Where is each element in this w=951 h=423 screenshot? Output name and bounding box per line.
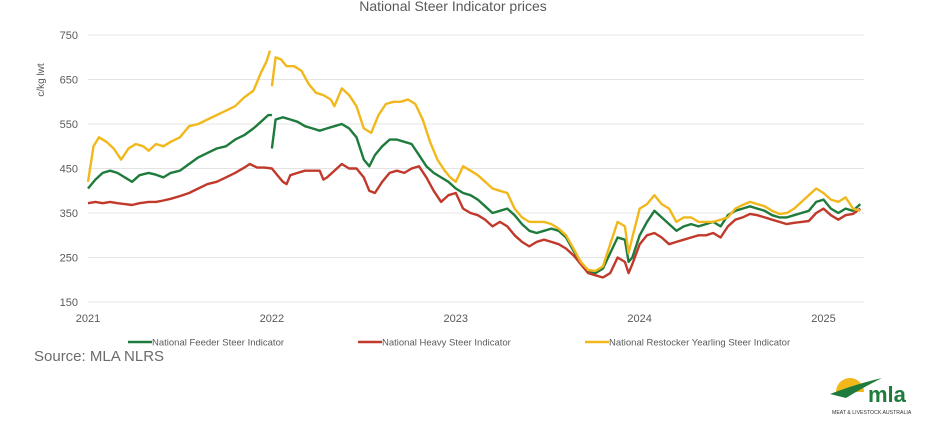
y-tick-label: 350: [60, 208, 78, 220]
series-line: [87, 162, 862, 279]
x-tick-label: 2023: [444, 313, 468, 325]
series-line: [87, 113, 272, 190]
legend-label: National Feeder Steer Indicator: [152, 338, 284, 349]
y-tick-label: 750: [60, 30, 78, 42]
gridlines: [88, 34, 864, 303]
x-tick-label: 2022: [260, 313, 284, 325]
y-tick-label: 150: [60, 297, 78, 309]
y-axis-ticks: 150 250 350 450 550 650 750: [60, 30, 78, 309]
y-tick-label: 250: [60, 253, 78, 265]
series-line: [86, 50, 272, 182]
y-axis-label: c/kg lwt: [36, 63, 47, 97]
logo-brand: mla: [868, 382, 907, 407]
mla-logo: mla MEAT & LIVESTOCK AUSTRALIA: [830, 378, 912, 416]
source-note: Source: MLA NLRS: [34, 348, 165, 365]
logo-grass-icon: [830, 378, 882, 398]
x-tick-label: 2021: [76, 313, 100, 325]
x-axis-ticks: 2021 2022 2023 2024 2025: [76, 313, 836, 325]
series-lines: [86, 50, 862, 279]
y-tick-label: 450: [60, 164, 78, 176]
legend-label: National Restocker Yearling Steer Indica…: [609, 338, 790, 349]
legend: National Feeder Steer Indicator National …: [128, 338, 790, 349]
y-tick-label: 550: [60, 119, 78, 131]
logo-tagline: MEAT & LIVESTOCK AUSTRALIA: [832, 410, 912, 416]
x-tick-label: 2025: [811, 313, 835, 325]
x-tick-label: 2024: [627, 313, 651, 325]
series-line: [270, 56, 861, 273]
chart-title: National Steer Indicator prices: [359, 0, 547, 14]
y-tick-label: 650: [60, 75, 78, 87]
legend-label: National Heavy Steer Indicator: [382, 338, 511, 349]
